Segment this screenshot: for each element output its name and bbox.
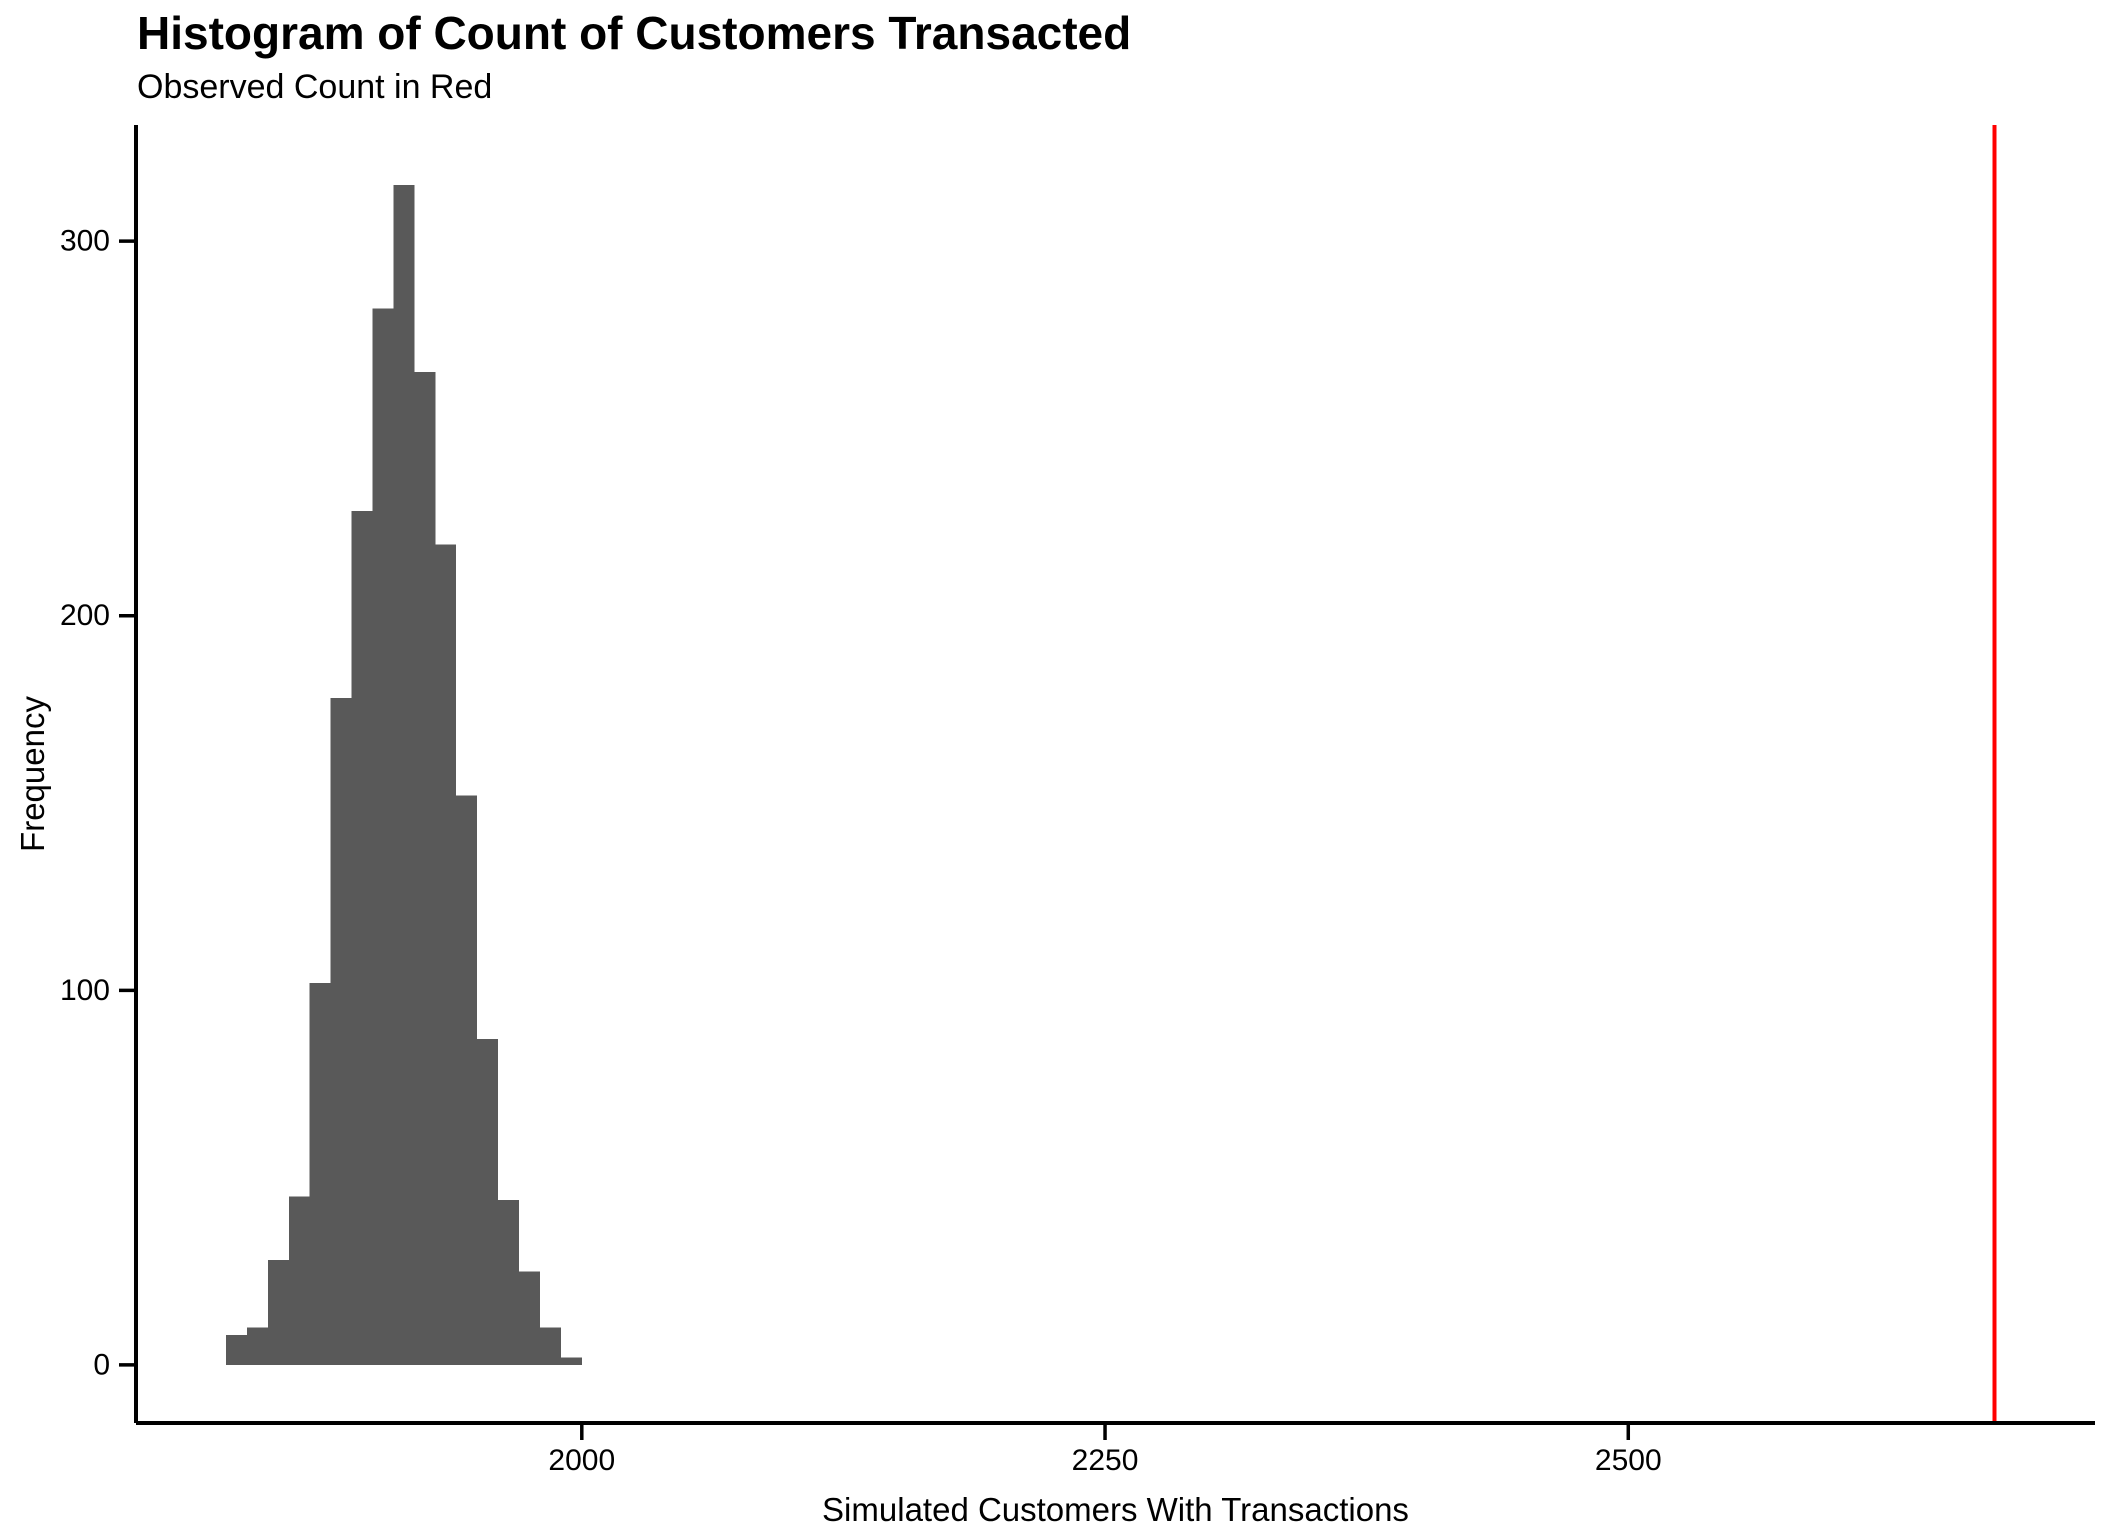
histogram-bar [267, 1260, 289, 1365]
chart-title: Histogram of Count of Customers Transact… [137, 7, 1132, 59]
histogram-bar [560, 1357, 582, 1365]
histogram-bar [351, 510, 373, 1365]
histogram-bar [393, 184, 415, 1365]
chart-subtitle: Observed Count in Red [137, 68, 493, 106]
y-tick-label: 300 [60, 225, 110, 258]
x-tick-label: 2000 [548, 1444, 615, 1477]
y-tick-label: 200 [60, 599, 110, 632]
y-axis-title: Frequency [14, 696, 51, 852]
histogram-bar [330, 698, 352, 1365]
histogram-bar [456, 795, 478, 1365]
histogram-bar [226, 1335, 247, 1365]
histogram-bar [414, 372, 436, 1365]
y-tick-label: 0 [93, 1348, 110, 1381]
x-tick-label: 2500 [1595, 1444, 1662, 1477]
histogram-bar [477, 1039, 499, 1365]
x-axis-title: Simulated Customers With Transactions [822, 1491, 1409, 1528]
y-tick-label: 100 [60, 974, 110, 1007]
histogram-bar [372, 308, 394, 1366]
histogram-bar [288, 1196, 310, 1365]
histogram-bar [519, 1271, 540, 1365]
histogram-bar [435, 544, 457, 1365]
x-tick-label: 2250 [1072, 1444, 1139, 1477]
histogram-bar [539, 1327, 561, 1365]
histogram-bar [246, 1327, 268, 1365]
histogram-bar [309, 982, 331, 1365]
histogram-bar [498, 1200, 519, 1365]
